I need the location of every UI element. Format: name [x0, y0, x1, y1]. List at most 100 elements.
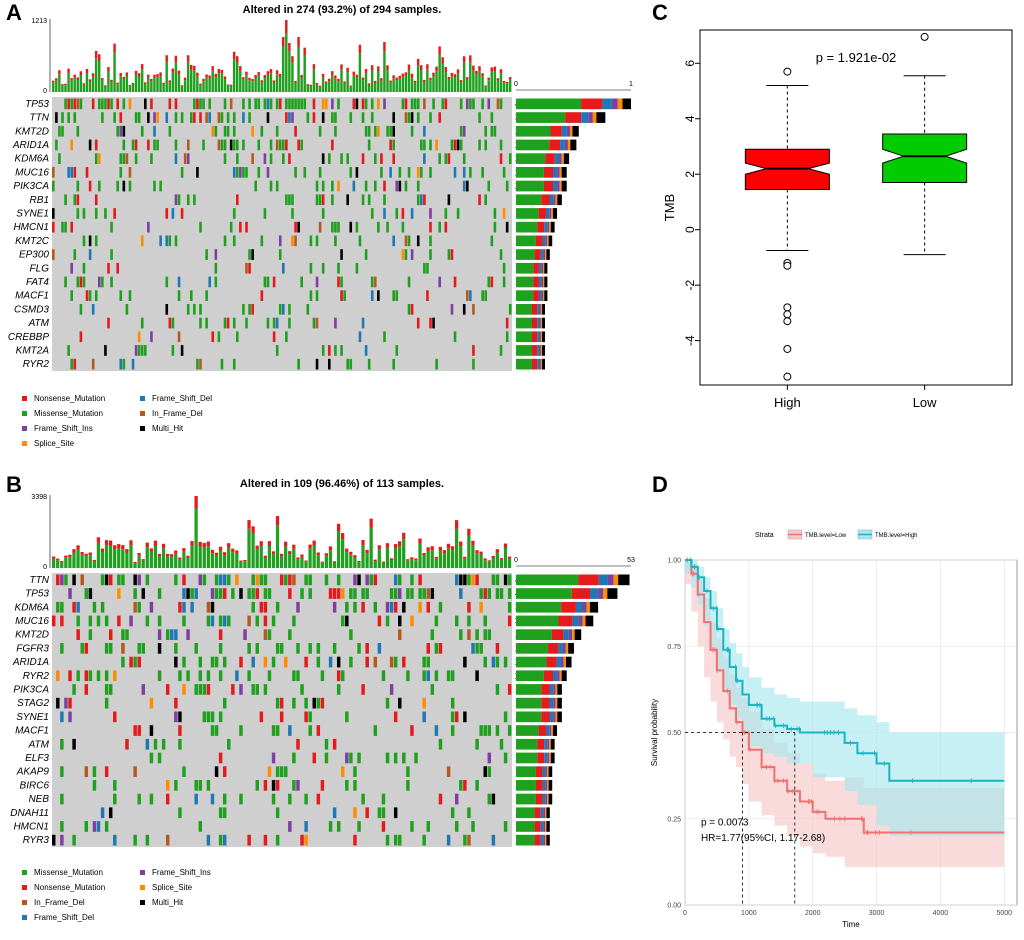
mutation-cell	[82, 235, 86, 247]
mutation-cell	[131, 358, 135, 370]
burden-bar-top	[308, 544, 312, 549]
gene-stack-segment	[545, 208, 550, 219]
mutation-cell	[101, 98, 104, 110]
burden-bar-top	[328, 546, 333, 551]
mutation-cell	[84, 821, 89, 832]
burden-bar-top	[198, 541, 202, 547]
mutation-cell	[493, 125, 497, 137]
gene-stack-segment	[516, 574, 579, 586]
mutation-cell	[328, 588, 333, 599]
gene-label: RB1	[30, 195, 49, 206]
burden-bar-top	[275, 516, 280, 526]
mutation-cell	[121, 574, 125, 586]
mutation-cell	[218, 834, 223, 846]
burden-bar-top	[341, 533, 345, 540]
burden-bar	[190, 69, 193, 92]
mutation-cell	[321, 180, 325, 192]
mutation-cell	[218, 574, 223, 586]
gene-stack-segment	[542, 317, 545, 329]
mutation-cell	[332, 643, 337, 654]
burden-bar-top	[361, 540, 365, 546]
gene-stack-segment	[553, 684, 556, 695]
mutation-cell	[206, 670, 211, 682]
legend-label: TMB.level=Low	[805, 533, 847, 539]
mutation-cell	[137, 656, 141, 668]
mutation-cell	[70, 262, 74, 274]
mutation-cell	[308, 588, 312, 599]
mutation-cell	[459, 98, 463, 110]
burden-bar-top	[278, 73, 282, 78]
y-tick-label: 0.50	[667, 730, 681, 737]
mutation-cell	[364, 180, 368, 192]
mutation-cell	[341, 615, 345, 627]
burden-bar	[165, 61, 168, 92]
mutation-cell	[222, 697, 227, 709]
mutation-cell	[92, 821, 97, 832]
burden-bar-top	[156, 74, 159, 78]
mutation-cell	[226, 112, 230, 123]
mutation-cell	[272, 331, 276, 343]
mutation-cell	[481, 167, 484, 178]
burden-bar	[364, 73, 368, 92]
legend-label: Frame_Shift_Del	[34, 913, 95, 922]
burden-bar-top	[369, 518, 373, 528]
gene-stack-segment	[540, 345, 543, 356]
gene-label: KMT2A	[16, 345, 50, 356]
burden-bar-top	[367, 83, 371, 85]
gene-label: SYNE1	[16, 208, 49, 219]
mutation-cell	[165, 208, 169, 219]
mutation-cell	[255, 643, 259, 654]
mutation-cell	[353, 766, 357, 777]
burden-bar-top	[137, 73, 141, 77]
mutation-cell	[422, 697, 426, 709]
gene-stack-segment	[561, 670, 567, 682]
y-axis-label: Survival probability	[650, 699, 659, 766]
mutation-cell	[92, 601, 97, 613]
burden-bar	[131, 84, 135, 92]
legend-label: Frame_Shift_Ins	[152, 868, 211, 877]
mutation-cell	[113, 112, 116, 123]
mutation-cell	[423, 194, 426, 206]
mutation-cell	[487, 180, 491, 192]
mutation-cell	[432, 317, 435, 329]
burden-bar-top	[389, 558, 394, 560]
mutation-cell	[392, 139, 396, 151]
burden-bar-top	[165, 553, 170, 557]
mutation-cell	[385, 697, 390, 709]
bar-axis-max: 53	[627, 557, 635, 564]
mutation-cell	[392, 358, 396, 370]
mutation-cell	[113, 793, 117, 805]
burden-bar	[91, 76, 95, 92]
mutation-cell	[178, 601, 182, 613]
mutation-cell	[490, 235, 494, 247]
y-tick-label: 2	[683, 171, 697, 178]
burden-bar-top	[269, 69, 273, 74]
mutation-cell	[300, 684, 304, 695]
mutation-cell	[70, 167, 74, 178]
gene-stack-segment	[550, 738, 555, 750]
mutation-cell	[346, 358, 350, 370]
gene-stack-segment	[537, 304, 540, 315]
legend-item: Missense_Mutation	[22, 409, 103, 418]
mutation-cell	[472, 304, 475, 315]
gene-stack-segment	[546, 834, 550, 846]
mutation-cell	[275, 834, 280, 846]
y-tick-label: 6	[683, 60, 697, 67]
burden-bar	[490, 71, 493, 92]
gene-stack-segment	[562, 643, 566, 654]
gene-stack-segment	[544, 752, 548, 764]
mutation-cell	[231, 684, 235, 695]
mutation-cell	[393, 711, 398, 723]
mutation-cell	[133, 834, 137, 846]
legend-label: Frame_Shift_Del	[152, 394, 213, 403]
mutation-cell	[104, 643, 109, 654]
mutation-cell	[220, 139, 224, 151]
mutation-cell	[353, 574, 357, 586]
mutation-cell	[478, 112, 481, 123]
legend-item: Missense_Mutation	[22, 868, 103, 877]
mutation-cell	[349, 167, 353, 178]
mutation-cell	[315, 194, 319, 206]
hr-annotation: HR=1.77(95%CI, 1.17-2.68)	[701, 833, 825, 844]
burden-bar-top	[455, 520, 459, 529]
burden-bar	[64, 85, 67, 92]
